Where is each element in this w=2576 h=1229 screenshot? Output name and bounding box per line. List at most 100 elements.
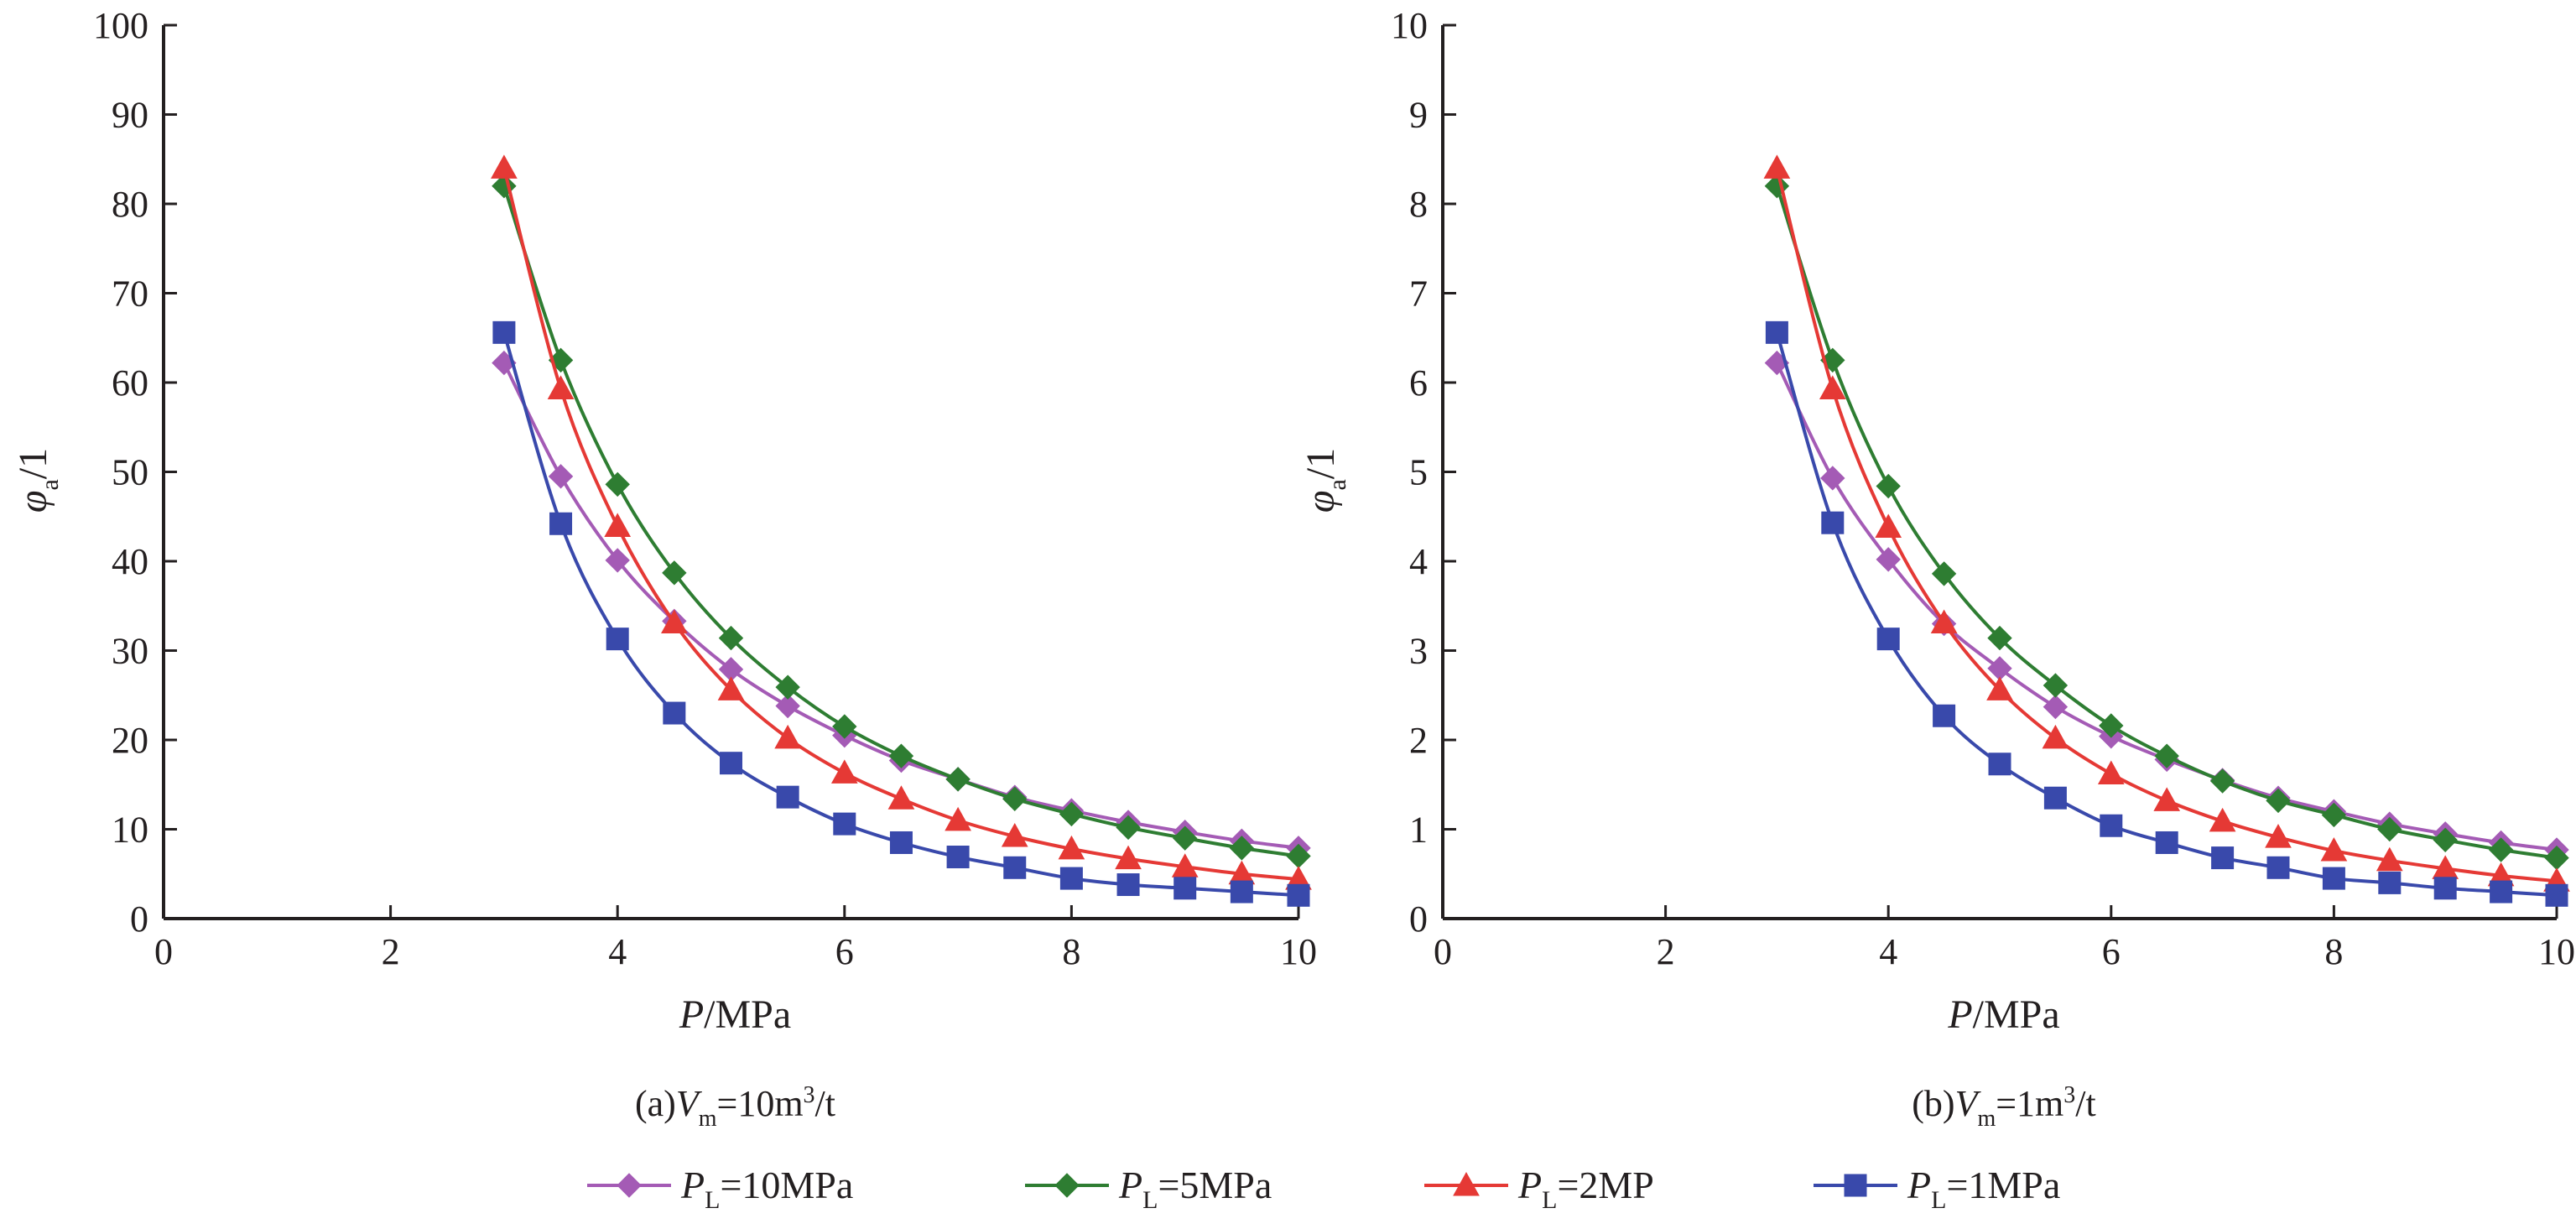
- data-point: [662, 560, 687, 586]
- legend-label-symbol: P: [1907, 1164, 1931, 1206]
- legend-label-symbol: P: [1118, 1164, 1142, 1206]
- data-point: [720, 752, 742, 775]
- y-tick-label: 4: [1409, 541, 1428, 582]
- panel-caption: (a)Vm=10m3/t: [635, 1082, 835, 1132]
- data-point: [888, 743, 914, 768]
- y-axis-title-unit: /1: [11, 448, 55, 479]
- y-tick-label: 0: [1409, 898, 1428, 940]
- y-tick-label: 10: [112, 810, 148, 851]
- data-point: [1003, 856, 1027, 879]
- data-point: [549, 512, 573, 535]
- x-axis-title: P/MPa: [1947, 992, 2059, 1037]
- caption-subscript: m: [1977, 1106, 1996, 1132]
- legend-label-symbol: P: [1517, 1164, 1542, 1206]
- legend-label-value: =2MP: [1557, 1164, 1653, 1206]
- data-point: [1116, 815, 1141, 841]
- data-point: [2043, 673, 2069, 698]
- caption-superscript: 3: [804, 1082, 815, 1108]
- y-tick-label: 10: [1391, 5, 1428, 46]
- legend-label: PL=10MPa: [680, 1164, 853, 1214]
- x-axis-title-unit: /MPa: [1973, 992, 2060, 1037]
- data-point: [1002, 786, 1028, 811]
- data-point: [1875, 513, 1902, 539]
- legend-label-subscript: L: [1931, 1186, 1946, 1214]
- data-point: [2321, 802, 2347, 828]
- data-point: [1988, 753, 2011, 776]
- data-point: [1172, 825, 1198, 851]
- y-tick-label: 0: [130, 898, 148, 940]
- x-tick-label: 8: [2324, 931, 2343, 972]
- legend-entry-0: PL=10MPa: [587, 1164, 853, 1214]
- data-point: [946, 846, 970, 869]
- data-point: [1058, 835, 1085, 860]
- series-1: [492, 173, 1311, 869]
- series-line: [502, 331, 1299, 898]
- data-point: [717, 676, 745, 700]
- legend-marker: [1054, 1173, 1080, 1198]
- data-point: [832, 714, 857, 739]
- y-tick-label: 30: [112, 631, 148, 672]
- legend: PL=10MPa PL=5MPa PL=2MP PL=1MPa: [587, 1164, 2060, 1214]
- data-point: [2377, 816, 2402, 842]
- data-point: [1930, 609, 1958, 633]
- data-point: [2043, 694, 2069, 720]
- y-tick-label: 3: [1409, 631, 1428, 672]
- y-axis-title-unit: /1: [1298, 448, 1343, 479]
- x-tick-label: 6: [835, 931, 854, 972]
- data-point: [492, 320, 516, 344]
- data-point: [605, 548, 630, 573]
- x-tick-label: 2: [382, 931, 400, 972]
- data-point: [2099, 713, 2124, 738]
- data-point: [2097, 760, 2125, 784]
- series-line: [1775, 362, 2558, 851]
- x-tick-label: 0: [1434, 931, 1452, 972]
- data-point: [887, 785, 915, 810]
- legend-label-value: =5MPa: [1158, 1164, 1272, 1206]
- series-1: [1764, 173, 2569, 871]
- data-point: [1116, 873, 1140, 897]
- series-2: [491, 154, 1312, 890]
- y-tick-label: 5: [1409, 452, 1428, 493]
- y-tick-label: 40: [112, 541, 148, 582]
- data-point: [833, 812, 856, 836]
- x-tick-label: 10: [2538, 931, 2575, 972]
- x-tick-label: 6: [2102, 931, 2121, 972]
- x-axis-title-symbol: P: [1947, 992, 1972, 1037]
- data-point: [2100, 814, 2123, 837]
- y-tick-label: 2: [1409, 720, 1428, 761]
- legend-marker: [1453, 1171, 1480, 1196]
- data-point: [1876, 628, 1900, 651]
- data-point: [661, 609, 688, 633]
- x-axis-title-symbol: P: [679, 992, 704, 1037]
- data-point: [830, 759, 858, 784]
- x-tick-label: 4: [1879, 931, 1897, 972]
- data-point: [1819, 375, 1846, 399]
- y-tick-label: 7: [1409, 273, 1428, 315]
- legend-marker: [617, 1173, 642, 1198]
- data-point: [2042, 724, 2069, 749]
- data-point: [2376, 846, 2403, 872]
- data-point: [1876, 473, 1901, 499]
- caption-subscript: m: [699, 1106, 717, 1132]
- legend-label-value: =1MPa: [1946, 1164, 2060, 1206]
- caption-superscript: 3: [2063, 1082, 2075, 1108]
- data-point: [1174, 877, 1197, 900]
- data-point: [1059, 867, 1083, 890]
- data-point: [1765, 320, 1788, 344]
- data-point: [2209, 807, 2236, 832]
- y-axis-title-symbol: φ: [1298, 491, 1343, 513]
- x-axis-title: P/MPa: [679, 992, 791, 1037]
- legend-label-value: =10MPa: [720, 1164, 853, 1206]
- data-point: [1820, 466, 1845, 491]
- data-point: [2155, 831, 2178, 854]
- caption-unit: /t: [2075, 1083, 2095, 1124]
- data-point: [491, 154, 518, 179]
- data-point: [1821, 511, 1845, 534]
- data-point: [1931, 561, 1957, 586]
- x-tick-label: 8: [1062, 931, 1080, 972]
- y-tick-label: 20: [112, 720, 148, 761]
- series-0: [1764, 350, 2569, 862]
- data-point: [2488, 837, 2514, 862]
- data-point: [1171, 853, 1199, 877]
